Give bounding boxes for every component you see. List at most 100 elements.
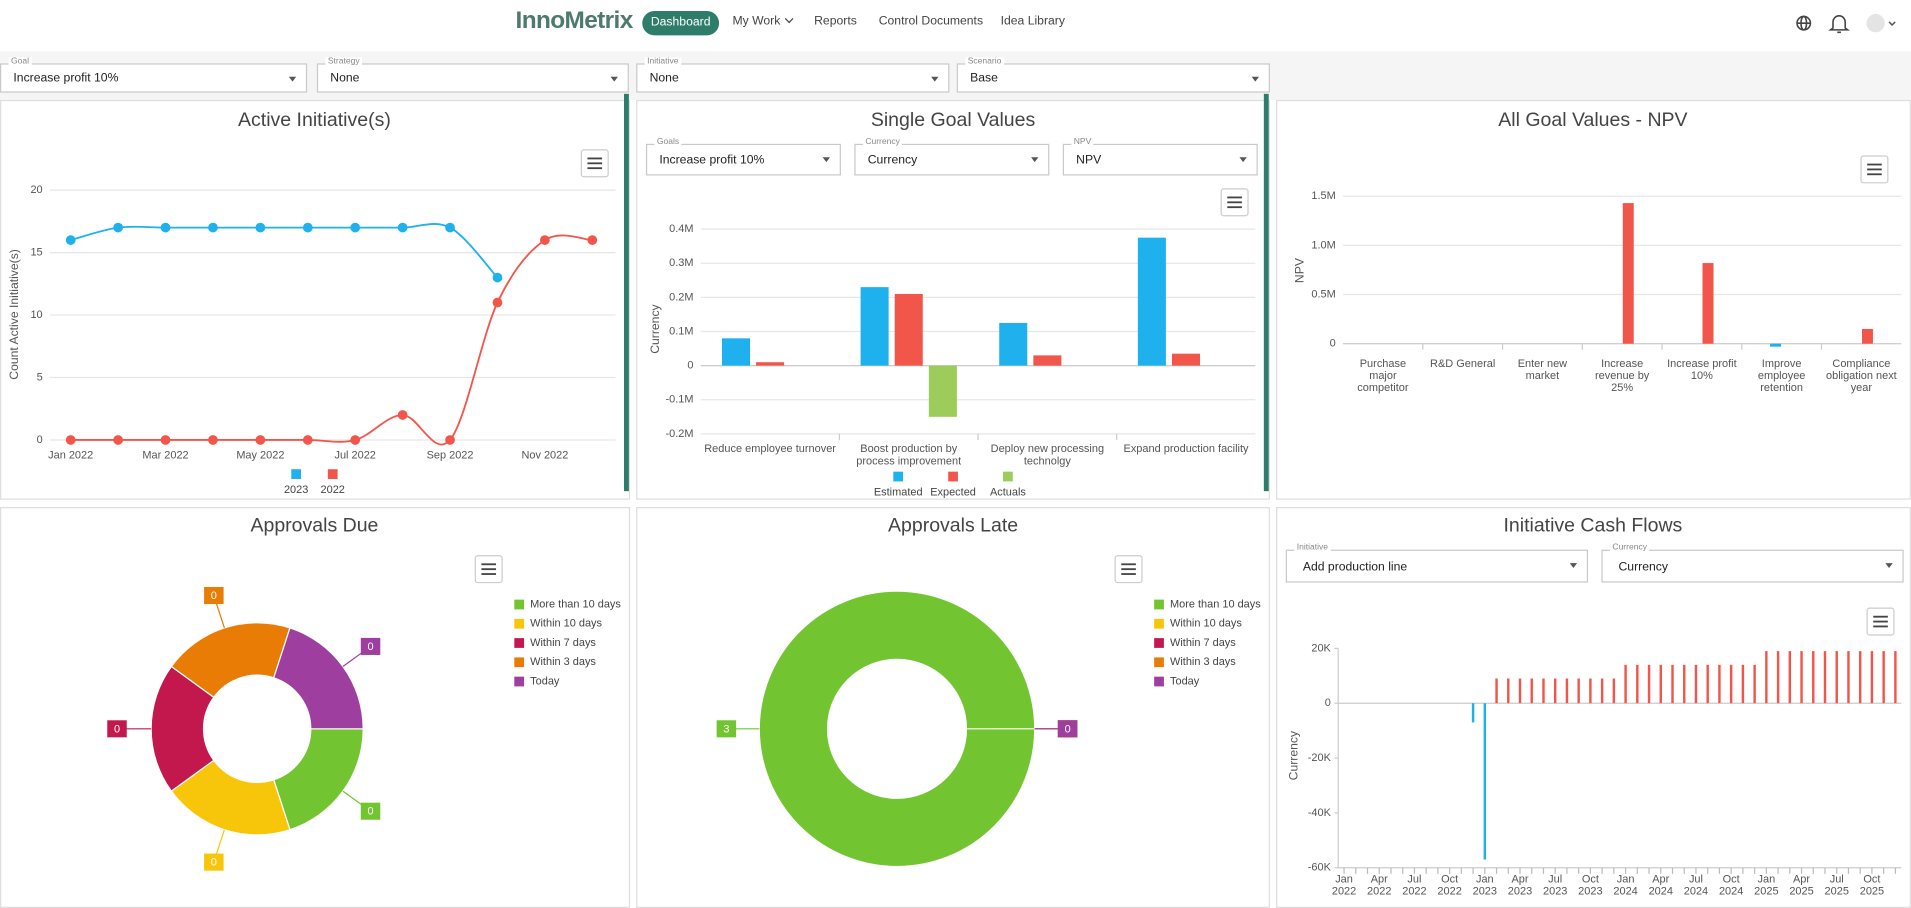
filter-select[interactable]: Scenario Base: [956, 57, 1270, 93]
y-tick-label: 0.1M: [669, 325, 693, 337]
x-tick-label: Jan 2022: [1331, 872, 1357, 897]
bar: [1577, 678, 1580, 704]
x-tick-label: Apr 2023: [1507, 872, 1533, 897]
control-select[interactable]: Initiative Add production line: [1285, 543, 1589, 583]
y-tick-label: 0: [687, 360, 693, 372]
y-axis-label: Currency: [648, 303, 662, 353]
bar: [1612, 678, 1616, 704]
legend-label: Within 7 days: [1170, 637, 1236, 649]
data-point: [350, 222, 361, 233]
bar: [1729, 664, 1733, 704]
nav-item[interactable]: Idea Library: [1000, 14, 1065, 29]
data-label-box: [716, 720, 737, 738]
bar: [1694, 664, 1698, 704]
data-point: [445, 435, 455, 445]
bar: [1137, 237, 1166, 366]
x-tick-label: Oct 2024: [1718, 872, 1744, 897]
filter-value[interactable]: None: [330, 71, 360, 86]
legend-swatch: [514, 638, 525, 648]
y-tick-label: -0.1M: [665, 394, 693, 406]
legend-label: 2023: [284, 484, 308, 496]
panel-title: Single Goal Values: [871, 109, 1036, 131]
filter-value[interactable]: None: [649, 71, 679, 86]
data-point: [492, 272, 503, 283]
bar: [1835, 651, 1838, 704]
bar: [1495, 678, 1498, 704]
scrollbar[interactable]: [1263, 93, 1269, 492]
bar: [1847, 651, 1850, 704]
top-nav: InnoMetrix Dashboard My Work Reports Con…: [0, 0, 1911, 50]
control-value[interactable]: NPV: [1076, 153, 1102, 167]
caret: [822, 157, 830, 163]
control-value[interactable]: Increase profit 10%: [659, 153, 765, 167]
y-tick-label: 20K: [1311, 642, 1331, 654]
x-tick-label: Nov 2022: [521, 450, 568, 462]
nav-item[interactable]: Reports: [814, 14, 857, 29]
data-point: [350, 435, 361, 445]
y-tick-label: 0.5M: [1311, 288, 1335, 300]
brand: InnoMetrix: [515, 7, 634, 35]
control-select[interactable]: Currency Currency: [854, 137, 1050, 176]
control-label: Goals: [654, 137, 682, 147]
data-label-box: [204, 586, 224, 605]
scrollbar[interactable]: [624, 93, 629, 492]
control-select[interactable]: Currency Currency: [1601, 543, 1904, 583]
nav-item-active[interactable]: Dashboard: [642, 10, 720, 36]
legend-swatch: [1154, 676, 1164, 687]
x-tick-label: Jan 2025: [1754, 872, 1779, 897]
filter-value[interactable]: Base: [970, 71, 998, 86]
control-select[interactable]: NPV NPV: [1062, 137, 1258, 176]
bar: [1788, 651, 1792, 704]
x-tick-label: Deploy new processing technolgy: [990, 442, 1105, 467]
bar: [928, 365, 957, 417]
nav-item[interactable]: Control Documents: [878, 14, 984, 29]
bar: [1647, 664, 1651, 704]
legend-swatch: [514, 618, 525, 629]
data-point: [397, 222, 408, 233]
bar: [1741, 664, 1745, 704]
bell-icon[interactable]: [1828, 15, 1851, 34]
data-label: 0: [1065, 723, 1071, 735]
bar: [721, 338, 750, 366]
data-label-box: [360, 637, 381, 655]
x-tick-label: Purchase major competitor: [1357, 357, 1409, 394]
control-value[interactable]: Currency: [1618, 560, 1668, 575]
data-label: 0: [367, 806, 373, 818]
globe-icon[interactable]: [1796, 15, 1812, 31]
legend-label: More than 10 days: [530, 598, 621, 610]
control-label: NPV: [1071, 137, 1094, 147]
caret: [610, 76, 618, 82]
filter-value[interactable]: Increase profit 10%: [13, 71, 119, 86]
x-tick-label: Jul 2024: [1683, 872, 1709, 897]
y-tick-label: 1.5M: [1311, 190, 1335, 202]
bar: [1622, 203, 1634, 344]
bar: [1507, 678, 1510, 704]
y-tick-label: -20K: [1308, 752, 1332, 764]
avatar[interactable]: [1866, 14, 1885, 33]
filter-select[interactable]: Strategy None: [316, 57, 629, 93]
caret: [1251, 76, 1259, 82]
data-point: [113, 435, 123, 445]
data-label: 3: [723, 723, 729, 735]
x-tick-label: Increase revenue by 25%: [1595, 357, 1650, 394]
nav-item[interactable]: My Work: [732, 14, 794, 29]
control-value[interactable]: Currency: [867, 153, 918, 167]
bar: [1683, 664, 1686, 704]
legend-swatch: [1154, 657, 1164, 668]
bar: [1706, 664, 1709, 704]
bar: [1565, 678, 1569, 704]
control-value[interactable]: Add production line: [1302, 560, 1408, 575]
nav-text[interactable]: My Work: [732, 14, 781, 29]
filter-select[interactable]: Goal Increase profit 10%: [0, 57, 308, 93]
avatar-caret[interactable]: [1888, 21, 1896, 27]
x-tick-label: Increase profit 10%: [1667, 357, 1737, 382]
control-select[interactable]: Goals Increase profit 10%: [645, 137, 841, 176]
bar: [999, 322, 1028, 366]
legend-swatch: [291, 469, 302, 479]
legend-label: Expected: [930, 486, 976, 498]
caret: [1569, 563, 1578, 568]
filter-select[interactable]: Initiative None: [636, 57, 950, 93]
